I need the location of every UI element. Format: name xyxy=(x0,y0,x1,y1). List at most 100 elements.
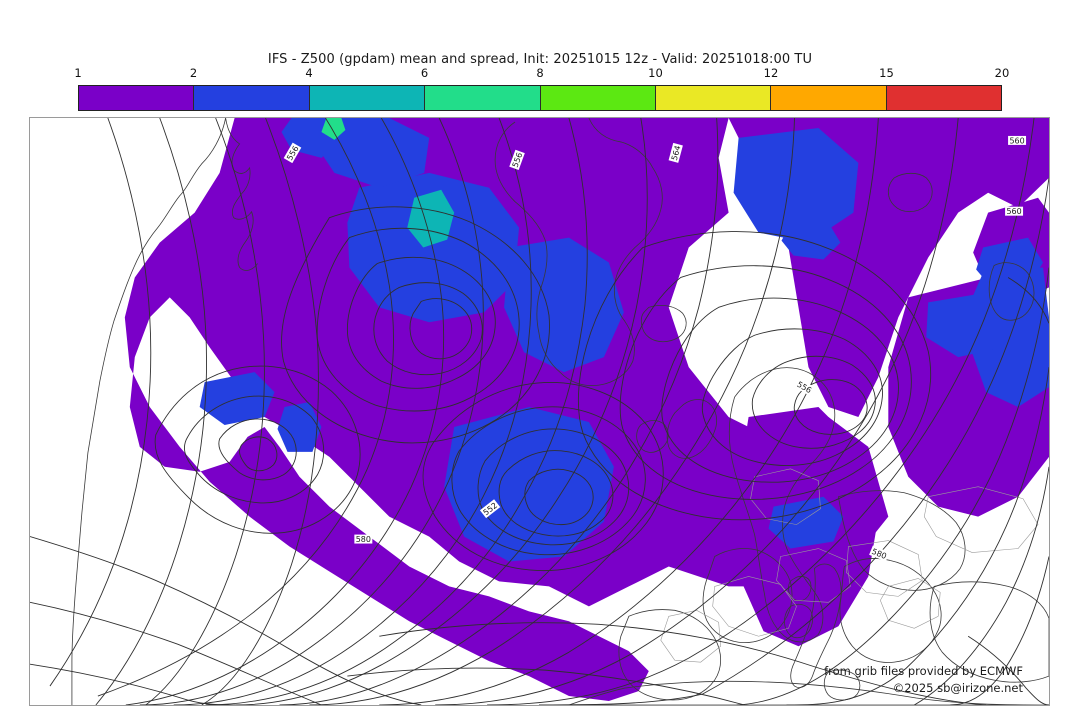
contour-line-20 xyxy=(950,556,1049,705)
contour-label-text: 560 xyxy=(1006,207,1021,216)
spread-region-blue-west2 xyxy=(277,402,322,452)
spread-region-teal-iceland xyxy=(407,189,455,248)
spread-band-1-2 xyxy=(124,118,1049,702)
contour-low-center-4 xyxy=(239,436,278,472)
contour-label-text: 560 xyxy=(1009,136,1024,145)
spread-shading-layer xyxy=(124,118,1049,702)
coast-iceland xyxy=(640,304,687,343)
contour-line-17 xyxy=(736,267,1049,705)
spread-region-blue-topleft xyxy=(314,118,430,188)
contour-atlantic-low-2 xyxy=(451,406,646,556)
contour-scandinavia-high-1 xyxy=(577,231,932,521)
contour-line-6 xyxy=(125,118,445,705)
coast-scandinavia xyxy=(728,367,836,643)
colorbar-tick-20: 20 xyxy=(994,66,1010,80)
coast-greenland xyxy=(494,118,663,386)
coast-turkey xyxy=(929,581,1049,683)
colorbar-segment-2-4 xyxy=(193,86,309,110)
colorbar-tick-4: 4 xyxy=(305,66,313,80)
colorbar: 1 2 4 6 8 10 12 15 20 xyxy=(74,66,1009,111)
coast-baltic-region xyxy=(837,490,966,591)
contour-line-13 xyxy=(379,118,879,705)
colorbar-segment-10-12 xyxy=(654,86,771,110)
spread-band-2-4 xyxy=(199,118,1049,562)
coast-sardinia xyxy=(784,603,813,639)
border-eastern-europe xyxy=(923,486,1039,553)
contour-iceland-low-4 xyxy=(373,282,483,376)
contour-line-9 xyxy=(205,118,588,705)
contour-line-1 xyxy=(49,118,152,687)
coast-corsica xyxy=(788,575,812,602)
contour-line-19 xyxy=(914,466,1049,705)
colorbar-tick-1: 1 xyxy=(74,66,82,80)
contour-line-15 xyxy=(487,118,1035,705)
colorbar-tick-2: 2 xyxy=(189,66,198,80)
border-north-europe xyxy=(750,468,821,525)
contour-atlantic-low-1 xyxy=(422,382,664,571)
spread-region-blue-baltic xyxy=(768,496,844,549)
contour-line-18 xyxy=(786,367,1049,705)
contour-line-2 xyxy=(95,118,207,705)
contour-line-8 xyxy=(173,118,532,705)
contour-low-center-1 xyxy=(154,365,361,534)
coast-greenland-west xyxy=(225,118,258,271)
page-title: IFS - Z500 (gpdam) mean and spread, Init… xyxy=(267,52,813,67)
coast-balkans xyxy=(839,558,942,663)
contour-label-564-ne: 564 xyxy=(668,142,683,163)
country-border-layer xyxy=(660,468,1039,663)
coast-iberia xyxy=(618,609,722,701)
contour-line-14 xyxy=(435,118,959,705)
coast-novaya-zemlya xyxy=(988,262,1035,321)
colorbar-tick-15: 15 xyxy=(879,66,894,80)
border-balkan-inner xyxy=(879,578,941,629)
colorbar-segment-15-20 xyxy=(885,86,1001,110)
contour-line-22 xyxy=(30,601,322,705)
spread-region-blue-barents xyxy=(781,222,841,260)
weather-map: 560 560 580 552 xyxy=(30,118,1049,705)
border-central-europe xyxy=(846,540,923,597)
colorbar-tick-8: 8 xyxy=(536,66,544,80)
spread-region-blue-svalbard xyxy=(733,127,859,243)
contour-line-23 xyxy=(30,663,236,705)
border-france xyxy=(712,576,797,637)
contour-line-24 xyxy=(347,667,745,705)
coast-ireland xyxy=(636,420,669,453)
contour-label-layer: 560 560 580 552 xyxy=(283,135,1027,562)
contour-label-580-sw: 580 xyxy=(354,534,373,544)
spread-region-green-tl xyxy=(321,118,346,140)
coastline-layer xyxy=(71,118,1049,705)
contour-line-3 xyxy=(145,118,265,705)
contour-atlantic-low-5 xyxy=(524,468,594,526)
contour-label-560-ne: 560 xyxy=(1008,135,1027,145)
spread-region-blue-norwegian xyxy=(504,237,624,373)
contour-line-7 xyxy=(139,118,484,705)
map-panel: 560 560 580 552 xyxy=(29,117,1050,706)
contour-scandinavia-high-3 xyxy=(661,297,899,483)
spread-region-blue-east2 xyxy=(926,292,1014,358)
contour-low-center-3 xyxy=(218,418,297,481)
colorbar-segment-6-8 xyxy=(424,86,540,110)
contour-scandinavia-high-6 xyxy=(793,379,868,435)
coast-labrador xyxy=(71,118,227,705)
contour-iceland-low-2 xyxy=(316,227,520,412)
contour-line-5 xyxy=(97,118,394,697)
colorbar-tick-labels: 1 2 4 6 8 10 12 15 20 xyxy=(74,66,1009,82)
spread-band-4-6 xyxy=(407,189,455,248)
coast-italy xyxy=(790,563,842,688)
contour-scandinavia-high-5 xyxy=(751,355,876,449)
colorbar-strip xyxy=(78,85,1002,111)
colorbar-segment-8-10 xyxy=(539,86,655,110)
contour-line-26 xyxy=(967,635,1049,705)
contour-label-text: 580 xyxy=(356,535,371,544)
spread-band-6-8 xyxy=(321,118,346,140)
contour-iceland-low-3 xyxy=(346,256,496,389)
contour-line-27 xyxy=(1007,277,1049,324)
contour-label-text: 564 xyxy=(670,144,683,161)
colorbar-tick-10: 10 xyxy=(648,66,663,80)
contour-low-center-2 xyxy=(183,395,325,504)
contour-line-10 xyxy=(235,118,648,705)
contour-scandinavia-high-2 xyxy=(619,265,912,500)
contour-line-21 xyxy=(30,536,422,705)
spread-region-blue-iceland xyxy=(347,172,520,323)
